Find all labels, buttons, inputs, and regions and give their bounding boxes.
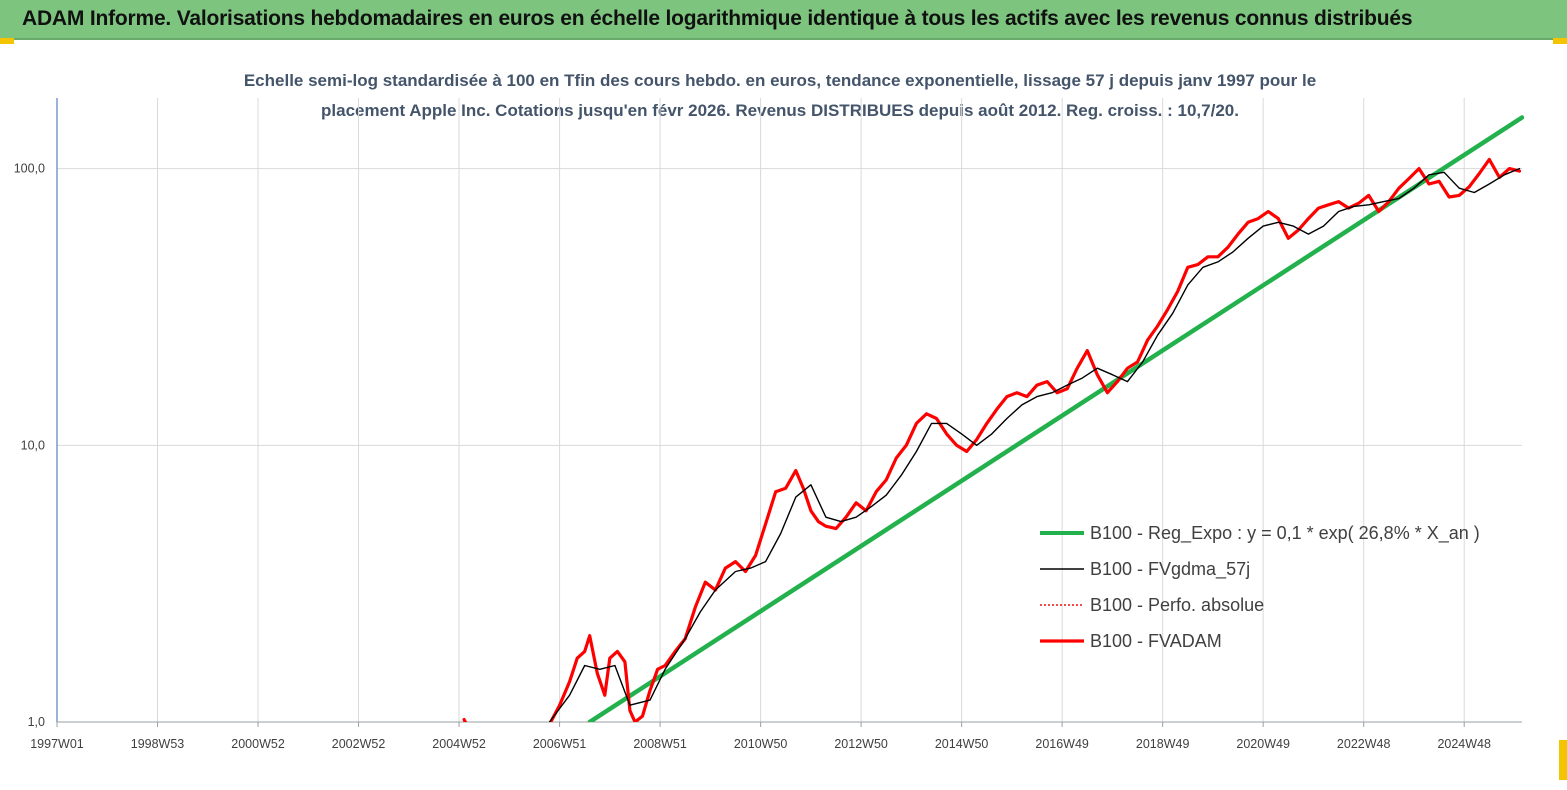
y-tick-label: 1,0 [28,715,45,729]
y-tick-label: 100,0 [14,162,45,176]
x-tick-label: 2002W52 [332,737,386,751]
x-tick-label: 2024W48 [1437,737,1491,751]
legend-label-regression: B100 - Reg_Expo : y = 0,1 * exp( 26,8% *… [1090,523,1480,544]
y-tick-labels: 1,0 10,0 100,0 [14,162,45,729]
x-tick-label: 2000W52 [231,737,285,751]
series-lines [462,115,1524,722]
report-title: ADAM Informe. Valorisations hebdomadaire… [22,7,1413,30]
x-tick-label: 2006W51 [533,737,587,751]
chart-area: Echelle semi-log standardisée à 100 en T… [14,71,1524,751]
chart-frame: Echelle semi-log standardisée à 100 en T… [0,40,1567,790]
x-tick-label: 2014W50 [935,737,989,751]
x-tick-label: 2018W49 [1136,737,1190,751]
report-banner: ADAM Informe. Valorisations hebdomadaire… [0,0,1567,40]
chart-title-line-2: placement Apple Inc. Cotations jusqu'en … [321,101,1239,120]
y-tick-label: 10,0 [21,438,45,452]
x-tick-label: 1997W01 [30,737,84,751]
legend-label-absolute: B100 - Perfo. absolue [1090,595,1264,615]
x-tick-label: 2022W48 [1337,737,1391,751]
legend-label-fvadam: B100 - FVADAM [1090,631,1222,651]
x-tick-label: 2020W49 [1236,737,1290,751]
x-tick-label: 1998W53 [131,737,185,751]
legend: B100 - Reg_Expo : y = 0,1 * exp( 26,8% *… [1040,523,1480,651]
corner-marker-top-left [0,38,14,44]
x-tick-label: 2008W51 [633,737,687,751]
corner-marker-top-right [1553,38,1567,44]
series-line-regression [587,115,1524,722]
legend-label-smoothed: B100 - FVgdma_57j [1090,559,1250,580]
x-tick-label: 2012W50 [834,737,888,751]
x-tick-labels: 1997W01 1998W53 2000W52 2002W52 2004W52 2006W… [30,737,1491,751]
series-line-smoothed [548,167,1521,722]
grid-lines [56,98,1522,727]
x-tick-label: 2004W52 [432,737,486,751]
x-tick-label: 2016W49 [1035,737,1089,751]
corner-marker-bottom-right [1559,740,1567,780]
x-tick-label: 2010W50 [734,737,788,751]
series-line-fvadam [462,157,1522,722]
chart-title-line-1: Echelle semi-log standardisée à 100 en T… [244,71,1316,90]
